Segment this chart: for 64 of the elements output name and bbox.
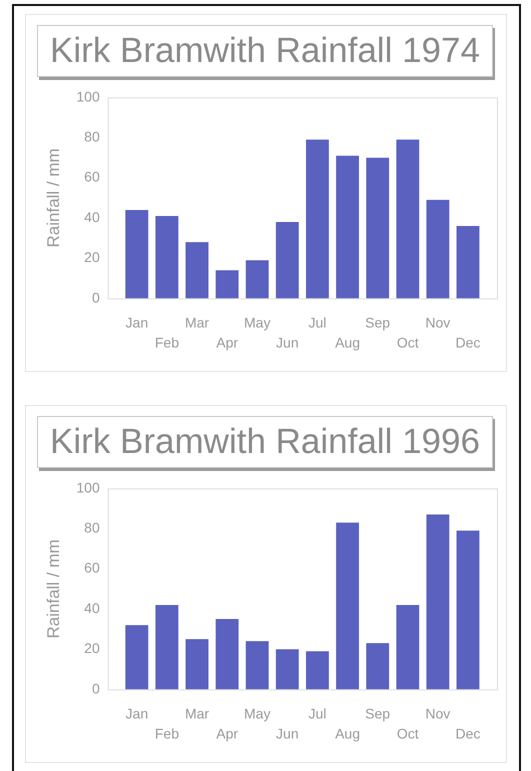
x-tick-label: Feb bbox=[154, 334, 180, 351]
bar bbox=[336, 522, 359, 690]
x-tick-label: Feb bbox=[154, 726, 180, 742]
x-tick-label: Sep bbox=[365, 314, 390, 330]
x-tick-label: Oct bbox=[396, 334, 419, 351]
bar bbox=[366, 158, 390, 298]
x-tick-label: Mar bbox=[184, 705, 210, 722]
x-tick-label: May bbox=[244, 314, 270, 330]
y-tick-label: 0 bbox=[92, 289, 100, 306]
bar bbox=[336, 156, 359, 298]
x-tick-label: Jan bbox=[126, 705, 148, 722]
x-tick-label: Oct bbox=[396, 726, 419, 742]
chart-title: Kirk Bramwith Rainfall 1996 bbox=[37, 416, 493, 468]
bar bbox=[366, 643, 390, 690]
bar bbox=[246, 260, 269, 298]
bar bbox=[125, 210, 148, 298]
x-tick-label: Aug bbox=[335, 726, 360, 742]
bar bbox=[216, 619, 239, 690]
bar bbox=[186, 242, 208, 298]
bar bbox=[125, 625, 148, 690]
x-tick-label: Jul bbox=[308, 314, 326, 330]
y-tick-label: 40 bbox=[84, 208, 100, 225]
bar bbox=[306, 140, 329, 298]
y-tick-label: 100 bbox=[76, 88, 100, 104]
bar bbox=[396, 140, 420, 298]
x-tick-label: Mar bbox=[184, 314, 210, 330]
y-tick-label: 80 bbox=[84, 519, 100, 536]
bar bbox=[456, 226, 480, 298]
bar bbox=[155, 216, 178, 298]
x-tick-label: Sep bbox=[365, 705, 390, 722]
bar bbox=[396, 604, 420, 690]
x-tick-label: Jun bbox=[276, 726, 299, 742]
bar bbox=[276, 649, 299, 690]
x-tick-label: May bbox=[244, 705, 270, 722]
chart-title: Kirk Bramwith Rainfall 1974 bbox=[37, 25, 493, 77]
bar bbox=[216, 270, 239, 298]
y-tick-label: 80 bbox=[84, 128, 100, 144]
y-axis-title: Rainfall / mm bbox=[44, 539, 63, 638]
bar bbox=[306, 651, 329, 690]
bar bbox=[186, 639, 208, 690]
x-tick-label: Apr bbox=[216, 726, 238, 742]
x-tick-label: Nov bbox=[425, 314, 450, 330]
y-tick-label: 20 bbox=[84, 249, 100, 266]
y-tick-label: 60 bbox=[84, 560, 100, 576]
bar bbox=[426, 200, 450, 298]
x-tick-label: Apr bbox=[216, 334, 238, 351]
bar bbox=[246, 641, 269, 690]
bar bbox=[155, 604, 178, 690]
x-tick-label: Jan bbox=[126, 314, 148, 330]
y-axis-title: Rainfall / mm bbox=[44, 148, 63, 248]
x-tick-label: Jun bbox=[276, 334, 299, 351]
y-tick-label: 100 bbox=[76, 479, 100, 496]
x-tick-label: Dec bbox=[455, 334, 480, 351]
bar bbox=[456, 530, 480, 690]
x-tick-label: Dec bbox=[455, 726, 480, 742]
y-tick-label: 60 bbox=[84, 168, 100, 185]
y-tick-label: 20 bbox=[84, 640, 100, 656]
x-tick-label: Jul bbox=[308, 705, 326, 722]
y-tick-label: 40 bbox=[84, 600, 100, 616]
x-tick-label: Nov bbox=[425, 705, 450, 722]
x-tick-label: Aug bbox=[335, 334, 360, 351]
bar bbox=[276, 222, 299, 298]
y-tick-label: 0 bbox=[92, 680, 100, 696]
bar bbox=[426, 514, 450, 690]
